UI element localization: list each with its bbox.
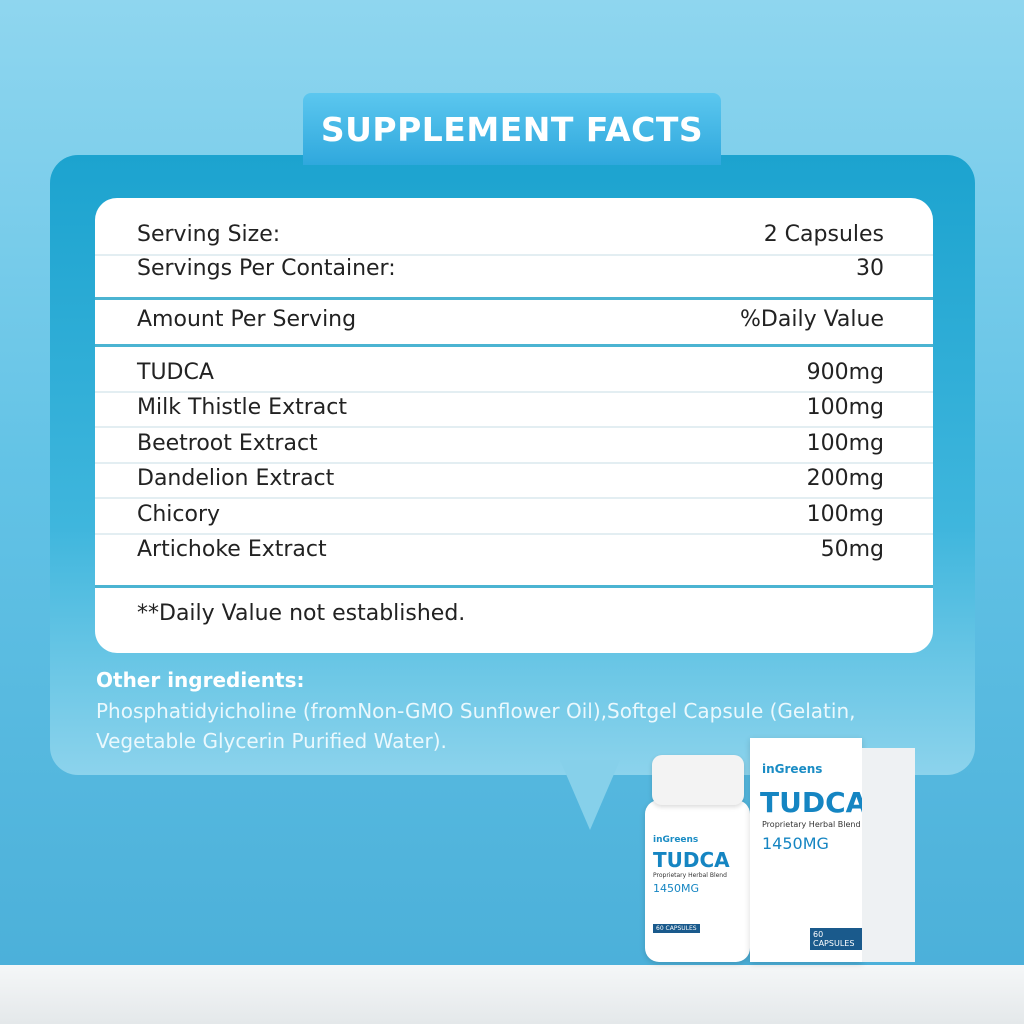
other-ingredients-heading: Other ingredients: (96, 668, 305, 692)
row-value: 100mg (806, 430, 884, 456)
box-count: 60 CAPSULES (810, 928, 862, 950)
row-label: Amount Per Serving (137, 307, 357, 332)
row-label: Dandelion Extract (137, 466, 335, 492)
bottle-name: TUDCA (653, 848, 730, 872)
row-value: 2 Capsules (763, 222, 884, 247)
box-brand: inGreens (762, 762, 823, 776)
bottle: inGreens TUDCA Proprietary Herbal Blend … (645, 800, 750, 962)
row-label: Chicory (137, 501, 221, 527)
divider (95, 532, 933, 535)
row-value: 100mg (806, 501, 884, 527)
row-value: 100mg (806, 395, 884, 421)
title: SUPPLEMENT FACTS (303, 93, 721, 165)
bottle-blend: Proprietary Herbal Blend (653, 872, 727, 879)
row-label: Milk Thistle Extract (137, 395, 347, 421)
divider (95, 297, 933, 300)
ingredient-row: Milk Thistle Extract 100mg (137, 395, 884, 420)
divider (95, 426, 933, 429)
box-name: TUDCA (760, 786, 868, 819)
ingredient-row: Dandelion Extract 200mg (137, 466, 884, 491)
floor (0, 965, 1024, 1024)
row-label: Beetroot Extract (137, 430, 318, 456)
bottle-cap (652, 755, 744, 805)
box-blend: Proprietary Herbal Blend (762, 820, 861, 829)
divider (95, 344, 933, 347)
row-value: 30 (856, 256, 884, 281)
serving-row: Serving Size: 2 Capsules (137, 222, 884, 247)
row-value: 50mg (820, 537, 884, 562)
panel-tail (560, 760, 620, 830)
header-row: Amount Per Serving %Daily Value (137, 307, 884, 332)
bottle-count: 60 CAPSULES (653, 924, 700, 933)
row-value: 200mg (806, 466, 884, 492)
bottle-dose: 1450MG (653, 882, 700, 895)
ingredient-row: Beetroot Extract 100mg (137, 431, 884, 456)
other-ingredients-text: Phosphatidyicholine (fromNon-GMO Sunflow… (96, 699, 856, 753)
bottle-brand: inGreens (653, 835, 699, 845)
row-label: Servings Per Container: (137, 256, 396, 281)
box-side (862, 748, 915, 962)
ingredient-row: Artichoke Extract 50mg (137, 537, 884, 562)
row-value: %Daily Value (740, 307, 884, 332)
ingredient-row: TUDCA 900mg (137, 360, 884, 385)
row-value: 900mg (806, 360, 884, 385)
divider (95, 391, 933, 393)
row-label: Serving Size: (137, 222, 281, 247)
row-label: TUDCA (137, 360, 214, 385)
divider (95, 461, 933, 464)
divider (95, 585, 933, 588)
box: inGreens TUDCA Proprietary Herbal Blend … (750, 738, 867, 962)
divider (95, 497, 933, 500)
facts-card (95, 198, 933, 653)
footnote: **Daily Value not established. (137, 601, 466, 626)
divider (95, 254, 933, 256)
row-label: Artichoke Extract (137, 537, 327, 562)
box-dose: 1450MG (762, 834, 829, 853)
serving-row: Servings Per Container: 30 (137, 256, 884, 281)
ingredient-row: Chicory 100mg (137, 502, 884, 527)
